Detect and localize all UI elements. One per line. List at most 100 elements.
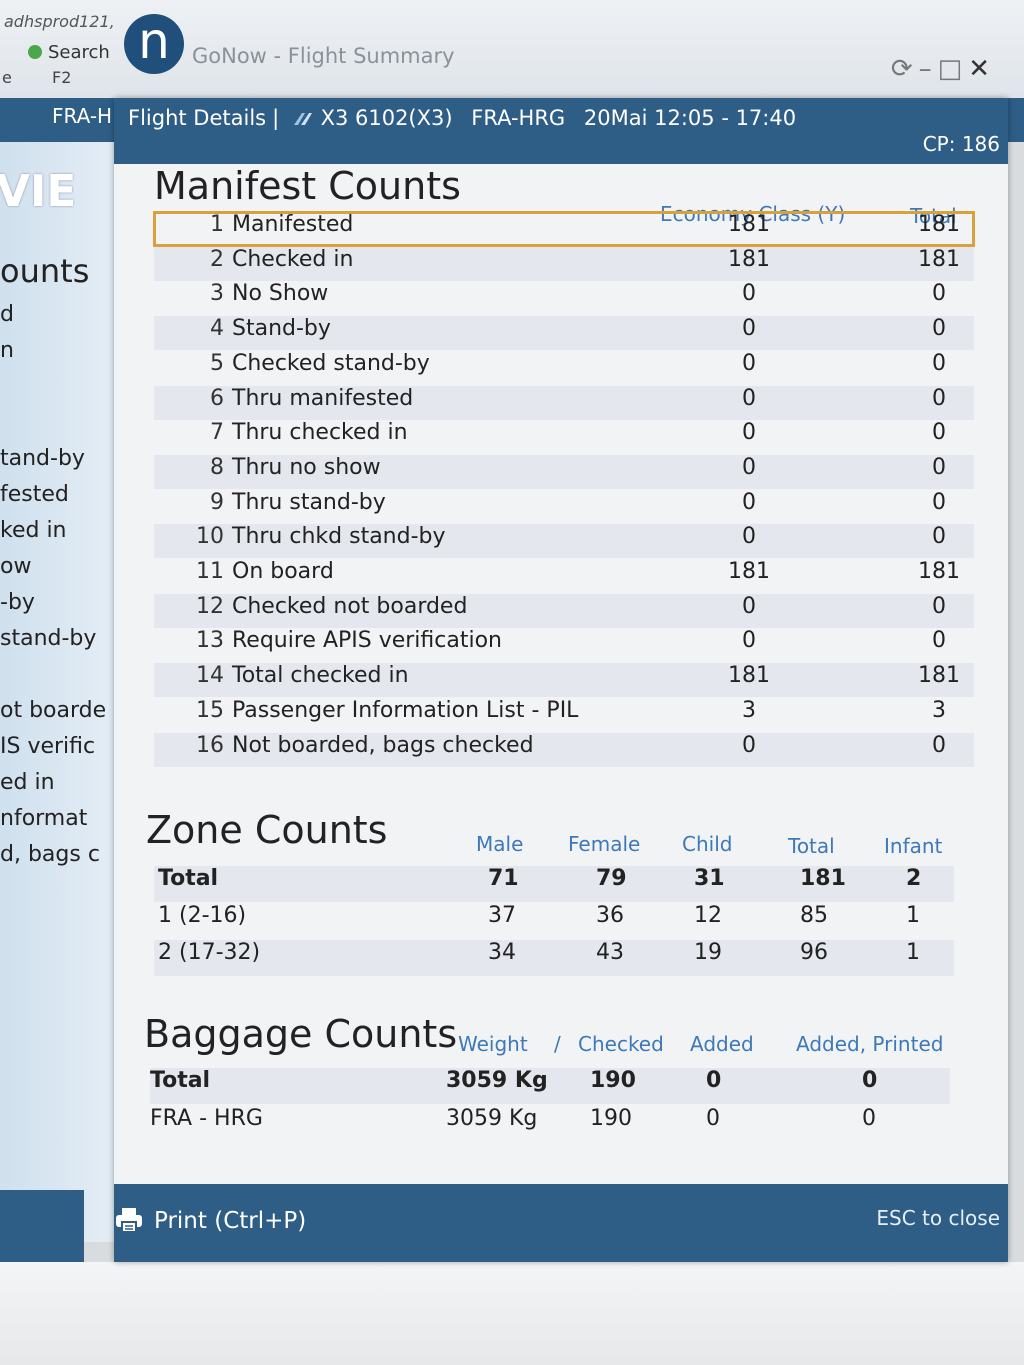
status-dot-icon bbox=[28, 45, 42, 59]
flight-number: X3 6102(X3) bbox=[320, 106, 453, 130]
row-number: 2 bbox=[210, 246, 224, 272]
row-number: 1 bbox=[210, 212, 224, 237]
row-number: 7 bbox=[210, 420, 224, 446]
side-label: ot boarde bbox=[0, 698, 107, 723]
child-value: 19 bbox=[694, 940, 722, 965]
app-window-title: GoNow - Flight Summary bbox=[192, 44, 455, 68]
manifest-row[interactable]: 12 Checked not boarded 0 0 bbox=[154, 593, 974, 628]
side-label: nformat bbox=[0, 806, 88, 831]
male-value: 37 bbox=[488, 903, 516, 928]
baggage-label: Total bbox=[150, 1068, 211, 1093]
app-logo-icon: n bbox=[124, 14, 184, 74]
print-button[interactable]: Print (Ctrl+P) bbox=[114, 1206, 306, 1234]
manifest-row[interactable]: 5 Checked stand-by 0 0 bbox=[154, 351, 974, 385]
manifest-row[interactable]: 10 Thru chkd stand-by 0 0 bbox=[154, 524, 974, 559]
dialog-body: Manifest Counts Economy Class (Y) Total … bbox=[114, 164, 1008, 1184]
manifest-row[interactable]: 8 Thru no show 0 0 bbox=[154, 454, 974, 489]
dialog-footer: Print (Ctrl+P) ESC to close bbox=[114, 1184, 1008, 1262]
col-child: Child bbox=[682, 832, 733, 856]
col-slash: / bbox=[554, 1032, 561, 1056]
side-label: tand-by bbox=[0, 446, 85, 471]
manifest-counts-title: Manifest Counts bbox=[154, 164, 461, 208]
col-zone-total: Total bbox=[788, 834, 835, 858]
flight-route: FRA-HRG bbox=[471, 106, 566, 130]
manifest-row[interactable]: 16 Not boarded, bags checked 0 0 bbox=[154, 732, 974, 767]
added-printed-value: 0 bbox=[862, 1068, 878, 1093]
row-label: Thru stand-by bbox=[232, 489, 386, 515]
row-label: Not boarded, bags checked bbox=[232, 732, 534, 758]
col-total: Total bbox=[910, 204, 957, 228]
zone-row[interactable]: Total 71 79 31 181 2 bbox=[154, 866, 954, 902]
row-number: 8 bbox=[210, 454, 224, 480]
child-value: 31 bbox=[694, 866, 725, 891]
economy-value: 0 bbox=[742, 454, 756, 480]
zone-row[interactable]: 2 (17-32) 34 43 19 96 1 bbox=[154, 940, 954, 976]
economy-value: 181 bbox=[728, 212, 770, 237]
title-separator: | bbox=[272, 106, 280, 130]
economy-value: 0 bbox=[742, 316, 756, 342]
manifest-row[interactable]: 6 Thru manifested 0 0 bbox=[154, 385, 974, 420]
economy-value: 181 bbox=[728, 663, 770, 689]
col-economy-class: Economy Class (Y) bbox=[660, 202, 846, 226]
baggage-row[interactable]: FRA - HRG 3059 Kg 190 0 0 bbox=[150, 1106, 950, 1142]
print-label: Print (Ctrl+P) bbox=[154, 1208, 307, 1234]
infant-value: 1 bbox=[906, 903, 920, 928]
manifest-row[interactable]: 14 Total checked in 181 181 bbox=[154, 663, 974, 698]
total-value: 0 bbox=[932, 628, 946, 654]
zone-row[interactable]: 1 (2-16) 37 36 12 85 1 bbox=[154, 903, 954, 939]
minimize-button[interactable]: – bbox=[918, 54, 938, 84]
economy-value: 0 bbox=[742, 489, 756, 515]
background-search-button[interactable]: Search bbox=[28, 42, 110, 63]
manifest-row[interactable]: 13 Require APIS verification 0 0 bbox=[154, 628, 974, 662]
manifest-row[interactable]: 9 Thru stand-by 0 0 bbox=[154, 490, 974, 524]
total-value: 0 bbox=[932, 350, 946, 376]
manifest-row[interactable]: 1 Manifested 181 181 bbox=[153, 211, 975, 247]
manifest-row[interactable]: 7 Thru checked in 0 0 bbox=[154, 420, 974, 454]
flight-date-time: 20Mai 12:05 - 17:40 bbox=[583, 106, 797, 130]
row-label: Total checked in bbox=[232, 663, 409, 689]
row-label: Checked in bbox=[232, 246, 354, 272]
row-label: Thru manifested bbox=[232, 385, 414, 411]
economy-value: 0 bbox=[742, 385, 756, 411]
total-value: 181 bbox=[918, 559, 960, 584]
cp-count: CP: 186 bbox=[922, 132, 1000, 156]
col-checked: Checked bbox=[578, 1032, 664, 1056]
row-number: 10 bbox=[196, 524, 224, 550]
background-route-label: FRA-H bbox=[52, 104, 113, 128]
manifest-row[interactable]: 3 No Show 0 0 bbox=[154, 281, 974, 315]
zone-counts-title: Zone Counts bbox=[146, 808, 387, 852]
manifest-row[interactable]: 11 On board 181 181 bbox=[154, 559, 974, 593]
baggage-counts-title: Baggage Counts bbox=[144, 1012, 457, 1056]
refresh-icon[interactable]: ⟳ bbox=[890, 54, 919, 84]
male-value: 71 bbox=[488, 866, 519, 891]
row-label: Stand-by bbox=[232, 316, 331, 342]
economy-value: 181 bbox=[728, 246, 770, 272]
manifest-row[interactable]: 4 Stand-by 0 0 bbox=[154, 316, 974, 351]
baggage-row[interactable]: Total 3059 Kg 190 0 0 bbox=[150, 1068, 950, 1104]
dialog-header: Flight Details | X3 6102(X3) FRA-HRG 20Ma… bbox=[114, 98, 1008, 164]
checked-value: 190 bbox=[590, 1068, 636, 1093]
baggage-label: FRA - HRG bbox=[150, 1106, 263, 1131]
row-number: 13 bbox=[196, 628, 224, 654]
female-value: 43 bbox=[596, 940, 624, 965]
close-button[interactable]: ✕ bbox=[968, 54, 996, 84]
side-label: ounts bbox=[0, 252, 90, 290]
economy-value: 0 bbox=[742, 281, 756, 307]
side-label: ed in bbox=[0, 770, 55, 795]
economy-value: 0 bbox=[742, 524, 756, 550]
female-value: 79 bbox=[596, 866, 627, 891]
col-added-printed: Added, Printed bbox=[796, 1032, 944, 1056]
search-label: Search bbox=[48, 42, 110, 63]
side-label: d, bags c bbox=[0, 842, 100, 867]
col-added: Added bbox=[690, 1032, 754, 1056]
side-label: n bbox=[0, 338, 14, 363]
manifest-row[interactable]: 2 Checked in 181 181 bbox=[154, 246, 974, 281]
maximize-button[interactable]: □ bbox=[937, 54, 969, 84]
baggage-title-text: Baggage Counts bbox=[144, 1012, 458, 1056]
total-value: 0 bbox=[932, 420, 946, 446]
row-number: 11 bbox=[196, 559, 224, 584]
manifest-row[interactable]: 15 Passenger Information List - PIL 3 3 bbox=[154, 698, 974, 732]
background-shortcut-label: F2 bbox=[52, 68, 72, 87]
zone-title-text: Zone Counts bbox=[146, 808, 388, 852]
total-value: 3 bbox=[932, 697, 946, 723]
